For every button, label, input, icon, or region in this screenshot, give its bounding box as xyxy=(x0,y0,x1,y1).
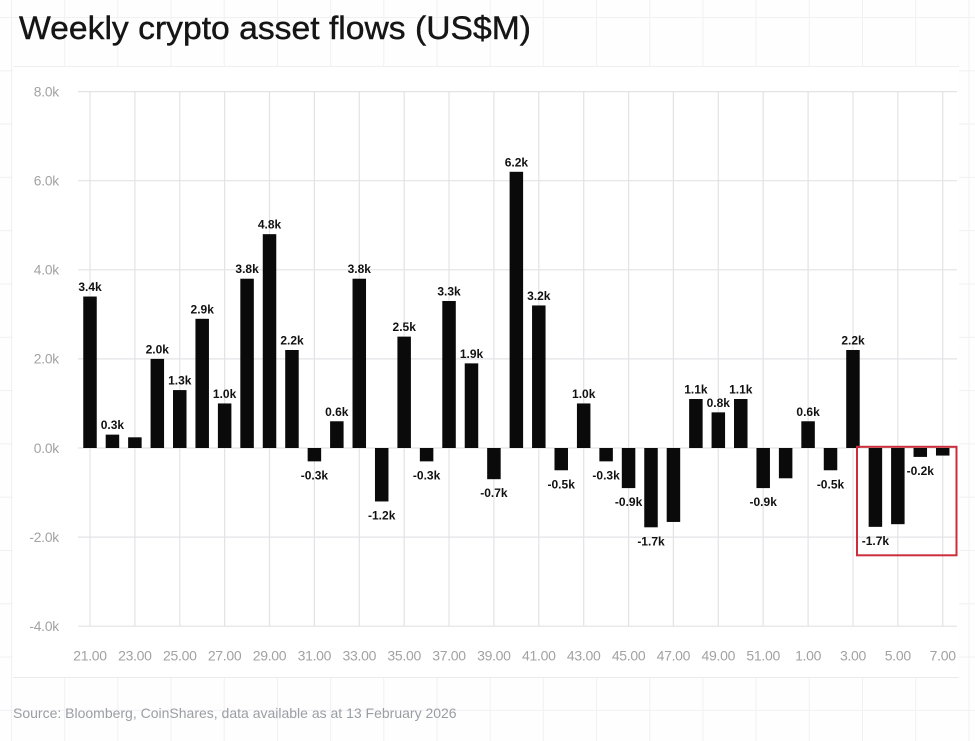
svg-text:-4.0k: -4.0k xyxy=(29,619,59,634)
svg-text:0.0k: 0.0k xyxy=(34,441,60,456)
svg-text:31.00: 31.00 xyxy=(298,648,332,664)
svg-text:3.4k: 3.4k xyxy=(78,280,102,294)
svg-text:-0.9k: -0.9k xyxy=(615,495,643,509)
svg-text:0.6k: 0.6k xyxy=(796,405,820,419)
svg-text:1.3k: 1.3k xyxy=(168,374,192,388)
svg-text:23.00: 23.00 xyxy=(118,648,152,664)
svg-text:-2.0k: -2.0k xyxy=(29,530,59,545)
svg-text:2.0k: 2.0k xyxy=(34,352,60,367)
svg-text:-1.7k: -1.7k xyxy=(862,534,890,548)
svg-text:35.00: 35.00 xyxy=(387,648,421,664)
svg-text:1.00: 1.00 xyxy=(795,648,822,664)
svg-text:47.00: 47.00 xyxy=(657,648,691,664)
svg-text:6.0k: 6.0k xyxy=(34,174,60,189)
svg-text:0.3k: 0.3k xyxy=(101,418,125,432)
svg-text:0.8k: 0.8k xyxy=(707,396,731,410)
svg-text:33.00: 33.00 xyxy=(343,648,377,664)
svg-text:-1.7k: -1.7k xyxy=(637,534,665,548)
svg-text:8.0k: 8.0k xyxy=(34,84,60,99)
svg-text:2.0k: 2.0k xyxy=(146,342,170,356)
svg-text:2.2k: 2.2k xyxy=(280,334,304,348)
svg-text:3.8k: 3.8k xyxy=(235,262,259,276)
svg-text:2.5k: 2.5k xyxy=(393,320,417,334)
svg-text:0.6k: 0.6k xyxy=(325,405,349,419)
svg-text:-1.2k: -1.2k xyxy=(368,509,396,523)
svg-text:-0.7k: -0.7k xyxy=(480,486,508,500)
svg-text:43.00: 43.00 xyxy=(567,648,601,664)
svg-text:-0.3k: -0.3k xyxy=(592,468,620,482)
svg-text:1.1k: 1.1k xyxy=(729,383,753,397)
svg-text:1.9k: 1.9k xyxy=(460,347,484,361)
svg-text:3.8k: 3.8k xyxy=(348,262,372,276)
svg-text:-0.5k: -0.5k xyxy=(817,477,845,491)
svg-text:3.00: 3.00 xyxy=(840,648,867,664)
svg-text:-0.3k: -0.3k xyxy=(413,468,441,482)
svg-text:4.0k: 4.0k xyxy=(34,263,60,278)
svg-text:37.00: 37.00 xyxy=(432,648,466,664)
svg-text:-0.3k: -0.3k xyxy=(301,468,329,482)
svg-text:3.3k: 3.3k xyxy=(437,285,461,299)
svg-text:-0.5k: -0.5k xyxy=(548,477,576,491)
svg-text:4.8k: 4.8k xyxy=(258,218,282,232)
svg-text:2.2k: 2.2k xyxy=(841,334,865,348)
svg-text:51.00: 51.00 xyxy=(746,648,780,664)
svg-text:2.9k: 2.9k xyxy=(191,302,215,316)
svg-text:39.00: 39.00 xyxy=(477,648,511,664)
svg-text:1.0k: 1.0k xyxy=(213,387,237,401)
svg-text:1.0k: 1.0k xyxy=(572,387,596,401)
svg-text:49.00: 49.00 xyxy=(702,648,736,664)
svg-text:41.00: 41.00 xyxy=(522,648,556,664)
svg-text:7.00: 7.00 xyxy=(930,648,957,664)
svg-text:6.2k: 6.2k xyxy=(505,155,529,169)
svg-text:29.00: 29.00 xyxy=(253,648,287,664)
svg-text:-0.9k: -0.9k xyxy=(750,495,778,509)
svg-text:3.2k: 3.2k xyxy=(527,289,551,303)
svg-text:-0.2k: -0.2k xyxy=(907,464,935,478)
svg-text:27.00: 27.00 xyxy=(208,648,242,664)
svg-text:5.00: 5.00 xyxy=(885,648,912,664)
svg-text:45.00: 45.00 xyxy=(612,648,646,664)
svg-text:25.00: 25.00 xyxy=(163,648,197,664)
svg-text:1.1k: 1.1k xyxy=(684,383,708,397)
svg-text:21.00: 21.00 xyxy=(73,648,107,664)
